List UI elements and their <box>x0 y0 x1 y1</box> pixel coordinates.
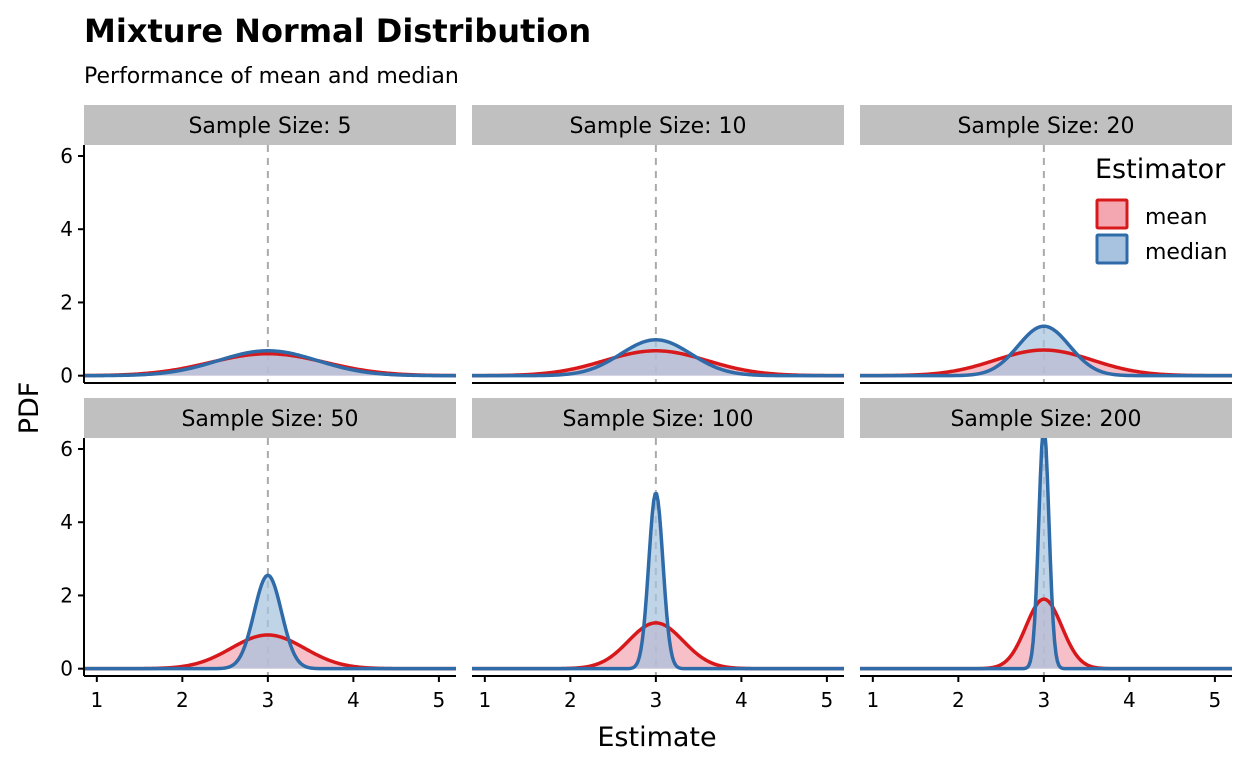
facet-strip-label: Sample Size: 5 <box>188 114 351 139</box>
facet-panel: Sample Size: 50 0 2 4 6 1 2 3 4 5 <box>60 398 456 712</box>
density-line-median <box>84 349 456 378</box>
facet-strip <box>84 398 456 438</box>
density-area-median <box>84 350 456 376</box>
density-area-median <box>84 575 456 669</box>
x-tick-label: 5 <box>1209 688 1222 712</box>
facet-strip-label: Sample Size: 10 <box>569 114 746 139</box>
x-axis-title: Estimate <box>597 722 716 753</box>
y-tick-label: 2 <box>60 583 73 607</box>
facet-strip <box>860 398 1232 438</box>
density-curves <box>84 573 456 671</box>
density-area-median <box>860 438 1232 669</box>
x-tick-label: 1 <box>478 688 491 712</box>
y-tick-label: 0 <box>60 657 73 681</box>
chart-title: Mixture Normal Distribution <box>84 12 591 50</box>
x-tick-label: 1 <box>90 688 103 712</box>
x-tick-label: 2 <box>952 688 965 712</box>
x-tick-label: 2 <box>176 688 189 712</box>
density-curves <box>84 349 456 378</box>
facet-strip-label: Sample Size: 20 <box>957 114 1134 139</box>
facet-panel: Sample Size: 10 <box>472 105 844 384</box>
legend-key-mean <box>1095 198 1129 230</box>
y-tick-label: 4 <box>60 217 73 241</box>
y-tick-label: 2 <box>60 290 73 314</box>
density-line-median <box>860 438 1232 671</box>
legend-label-mean: mean <box>1145 205 1207 230</box>
x-tick-label: 1 <box>866 688 879 712</box>
x-tick-label: 4 <box>1123 688 1136 712</box>
facet-panel: Sample Size: 5 0 2 4 6 <box>60 105 456 388</box>
facet-strip <box>472 398 844 438</box>
facet-strip-label: Sample Size: 200 <box>950 407 1141 432</box>
density-line-median <box>472 492 844 671</box>
legend-title: Estimator <box>1095 154 1226 185</box>
x-tick-label: 5 <box>433 688 446 712</box>
density-line-median <box>84 573 456 671</box>
density-line-median <box>472 338 844 378</box>
density-curves <box>472 338 844 378</box>
legend: Estimator mean median <box>1095 154 1227 265</box>
facet-strip-label: Sample Size: 50 <box>181 407 358 432</box>
legend-key-median <box>1095 233 1129 265</box>
x-tick-label: 5 <box>821 688 834 712</box>
y-tick-label: 6 <box>60 437 73 461</box>
y-tick-label: 0 <box>60 364 73 388</box>
y-tick-label: 4 <box>60 510 73 534</box>
x-tick-label: 2 <box>564 688 577 712</box>
density-curves <box>472 492 844 671</box>
chart-subtitle: Performance of mean and median <box>84 64 459 89</box>
density-line-median <box>860 324 1232 378</box>
facet-strip <box>84 105 456 145</box>
y-tick-label: 6 <box>60 144 73 168</box>
density-curves <box>860 324 1232 378</box>
x-tick-label: 3 <box>261 688 274 712</box>
density-curves <box>860 438 1232 671</box>
x-tick-label: 3 <box>649 688 662 712</box>
facet-panel: Sample Size: 100 1 2 3 4 5 <box>472 398 844 712</box>
facet-strip <box>472 105 844 145</box>
facet-strip-label: Sample Size: 100 <box>562 407 753 432</box>
y-axis-title: PDF <box>14 382 45 435</box>
facet-panel: Sample Size: 200 1 2 3 4 5 <box>860 398 1232 712</box>
x-tick-label: 4 <box>735 688 748 712</box>
density-area-median <box>472 493 844 669</box>
facet-panel: Sample Size: 20 <box>860 105 1232 384</box>
density-area-median <box>472 339 844 376</box>
legend-label-median: median <box>1145 240 1227 265</box>
x-tick-label: 3 <box>1037 688 1050 712</box>
facet-strip <box>860 105 1232 145</box>
x-tick-label: 4 <box>347 688 360 712</box>
